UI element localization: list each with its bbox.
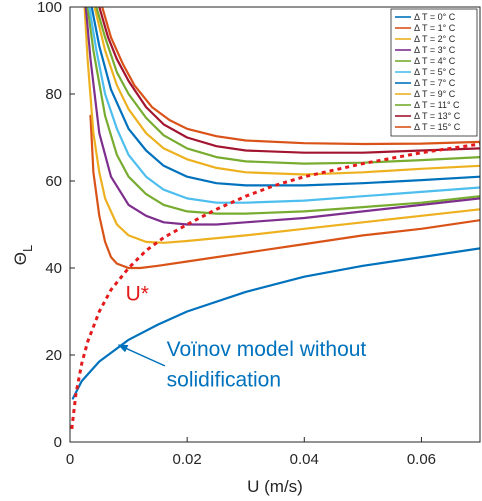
annotation-arrow [117,344,166,367]
y-axis-label-main: Θ [11,252,30,265]
axes-box [69,6,481,443]
x-tick-label: 0.04 [290,451,319,468]
series-line-3 [84,7,480,226]
model-label-line2: solidification [167,368,281,391]
legend-entry: Δ T = 9° C [414,89,456,99]
ustar-curve [70,142,480,430]
x-axis-label: U (m/s) [247,477,303,496]
series-line-0 [71,247,480,400]
legend: Δ T = 0° CΔ T = 1° CΔ T = 2° CΔ T = 3° C… [390,8,478,137]
legend-entry: Δ T = 0° C [414,12,456,22]
y-axis-label-sub: L [20,245,35,252]
legend-entry: Δ T = 7° C [414,78,456,88]
series-line-5 [88,7,480,204]
legend-entry: Δ T = 1° C [414,23,456,33]
x-tick-label: 0.06 [407,451,436,468]
legend-entry: Δ T = 5° C [414,67,456,77]
x-tick-label: 0.02 [173,451,202,468]
legend-entry: Δ T = 11° C [414,100,460,110]
plot-area [70,7,480,430]
y-tick-label: 20 [45,347,62,364]
svg-text:ΘL: ΘL [11,245,35,265]
series-line-2 [83,7,480,244]
legend-entry: Δ T = 2° C [414,34,456,44]
legend-entry: Δ T = 4° C [414,56,456,66]
y-tick-label: 60 [45,173,62,190]
model-label-line1: Voïnov model without [167,338,367,361]
series-line-7 [93,7,480,176]
y-tick-label: 40 [45,260,62,277]
y-axis-label: ΘL [11,245,35,265]
ustar-label: U* [126,283,149,306]
legend-entry: Δ T = 13° C [414,111,461,121]
legend-entry: Δ T = 15° C [414,122,461,132]
axes: 0 0.02 0.04 0.06 0 20 40 60 80 100 [37,0,481,468]
series-line-1 [89,114,480,270]
series-line-6 [90,7,480,187]
y-tick-label: 80 [45,86,62,103]
annotations: U* Voïnov model without solidification [117,283,367,391]
series-line-9 [98,7,480,154]
series-line-10 [101,7,480,146]
x-tick-label: 0 [66,451,74,468]
legend-entry: Δ T = 3° C [414,45,456,55]
series-line-4 [86,7,480,215]
y-tick-label: 0 [54,434,62,451]
y-tick-label: 100 [37,0,62,16]
